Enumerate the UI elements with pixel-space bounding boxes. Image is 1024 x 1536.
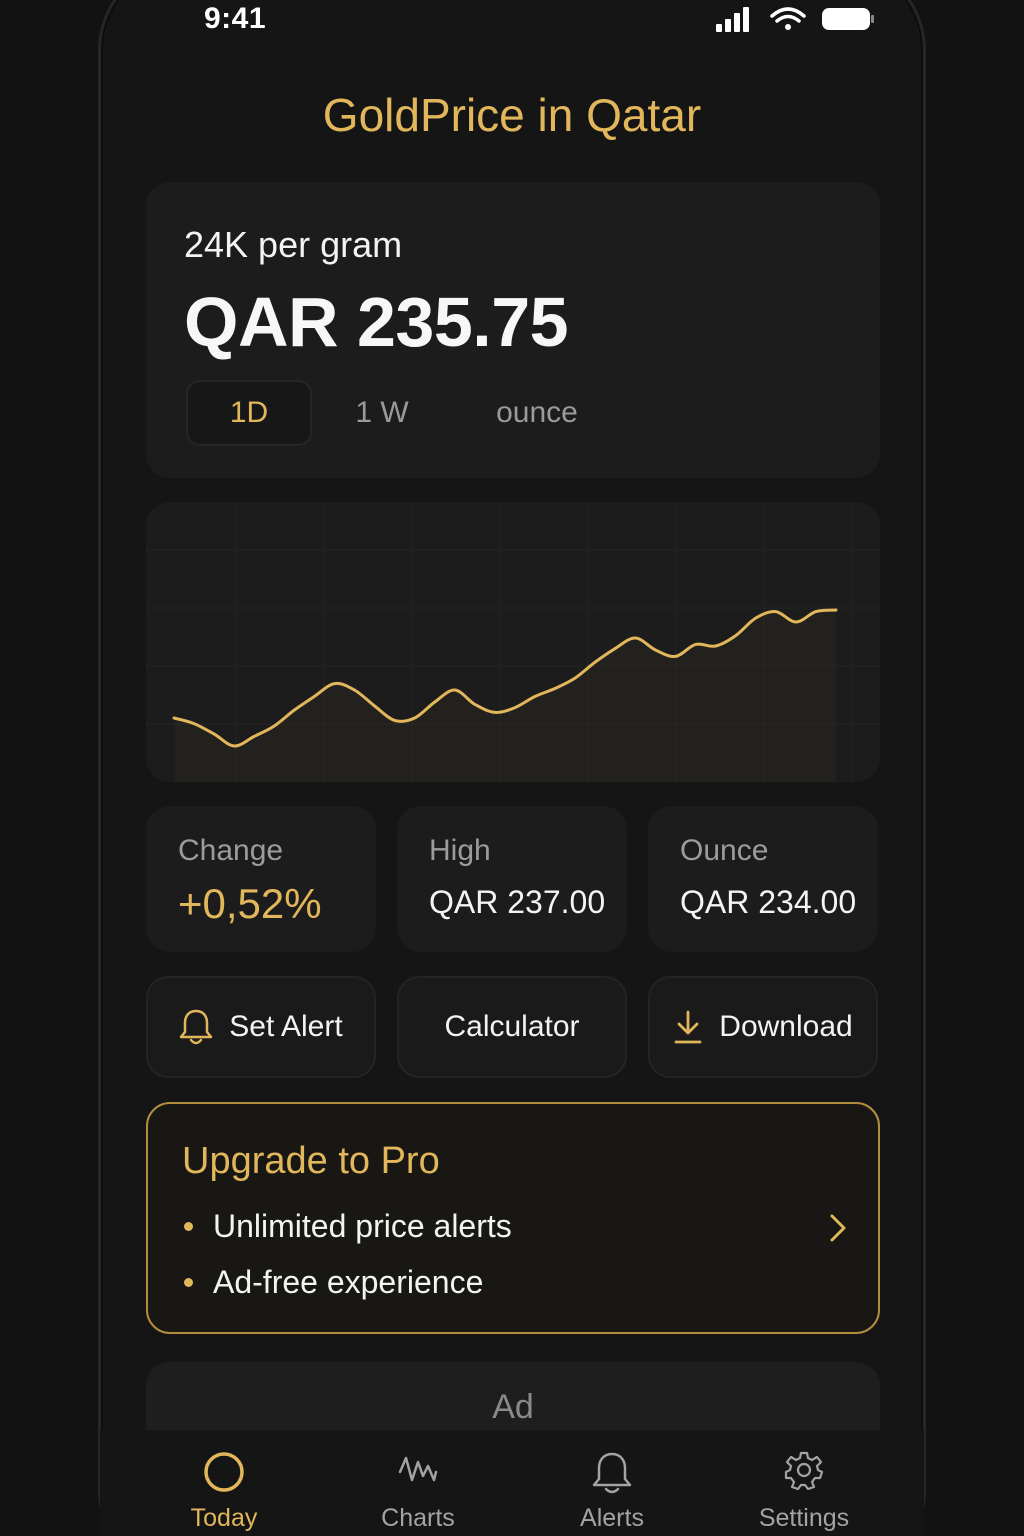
calculator-button[interactable]: Calculator: [397, 976, 627, 1078]
pro-item: Ad-free experience: [182, 1264, 483, 1301]
tab-settings[interactable]: Settings: [724, 1430, 884, 1536]
download-label: Download: [719, 1010, 853, 1043]
pro-title: Upgrade to Pro: [182, 1140, 440, 1182]
bell-icon: [592, 1452, 632, 1494]
chart-series-line: [172, 608, 838, 748]
circle-icon: [204, 1452, 244, 1492]
range-tab-ounce[interactable]: ounce: [496, 396, 578, 429]
tab-charts-label: Charts: [381, 1504, 455, 1532]
stat-high-value: QAR 237.00: [429, 884, 606, 920]
status-bar: 9:41: [0, 0, 1024, 40]
stat-high: High QAR 237.00: [397, 806, 627, 952]
pro-item-label: Ad-free experience: [213, 1264, 484, 1300]
stat-ounce-label: Ounce: [680, 834, 769, 867]
chevron-right-icon: [830, 1214, 846, 1242]
tab-alerts-label: Alerts: [580, 1504, 644, 1532]
price-card: 24K per gram QAR 235.75 1D 1 W ounce: [146, 182, 880, 478]
tab-today-label: Today: [190, 1504, 258, 1532]
bullet-icon: [184, 1278, 193, 1287]
pro-item-label: Unlimited price alerts: [213, 1208, 512, 1244]
download-button[interactable]: Download: [648, 976, 878, 1078]
wifi-icon: [770, 7, 806, 30]
price-chart: [146, 502, 880, 782]
chart-svg: [146, 502, 880, 782]
stat-high-label: High: [429, 834, 491, 867]
pulse-icon: [398, 1456, 438, 1482]
bell-icon: [180, 1009, 213, 1045]
battery-icon: [822, 8, 874, 30]
stat-change-label: Change: [178, 834, 284, 867]
set-alert-button[interactable]: Set Alert: [146, 976, 376, 1078]
range-tab-1w[interactable]: 1 W: [355, 396, 409, 429]
stat-ounce-value: QAR 234.00: [680, 884, 857, 920]
stat-change-value: +0,52%: [178, 880, 322, 927]
tab-charts[interactable]: Charts: [338, 1430, 498, 1536]
stat-change: Change +0,52%: [146, 806, 376, 952]
stat-ounce: Ounce QAR 234.00: [648, 806, 878, 952]
chart-grid: [146, 502, 880, 782]
tab-today[interactable]: Today: [144, 1430, 304, 1536]
ad-label: Ad: [492, 1388, 534, 1426]
tab-settings-label: Settings: [758, 1504, 850, 1532]
bullet-icon: [184, 1222, 193, 1231]
download-icon: [674, 1010, 702, 1044]
app-title: GoldPrice in Qatar: [322, 89, 702, 141]
bottom-tab-bar: Today Charts Alerts Settings: [100, 1430, 924, 1536]
tab-alerts[interactable]: Alerts: [532, 1430, 692, 1536]
signal-icon: [716, 7, 749, 32]
status-time: 9:41: [204, 2, 267, 35]
price-value: QAR 235.75: [184, 283, 569, 361]
gear-icon: [784, 1451, 824, 1490]
upgrade-pro-card[interactable]: Upgrade to Pro Unlimited price alerts Ad…: [146, 1102, 880, 1334]
range-tab-1d[interactable]: 1D: [186, 380, 312, 446]
pro-item: Unlimited price alerts: [182, 1208, 512, 1245]
price-label: 24K per gram: [184, 224, 403, 265]
status-icons: [716, 7, 874, 32]
set-alert-label: Set Alert: [229, 1010, 343, 1043]
calculator-label: Calculator: [444, 1010, 580, 1043]
